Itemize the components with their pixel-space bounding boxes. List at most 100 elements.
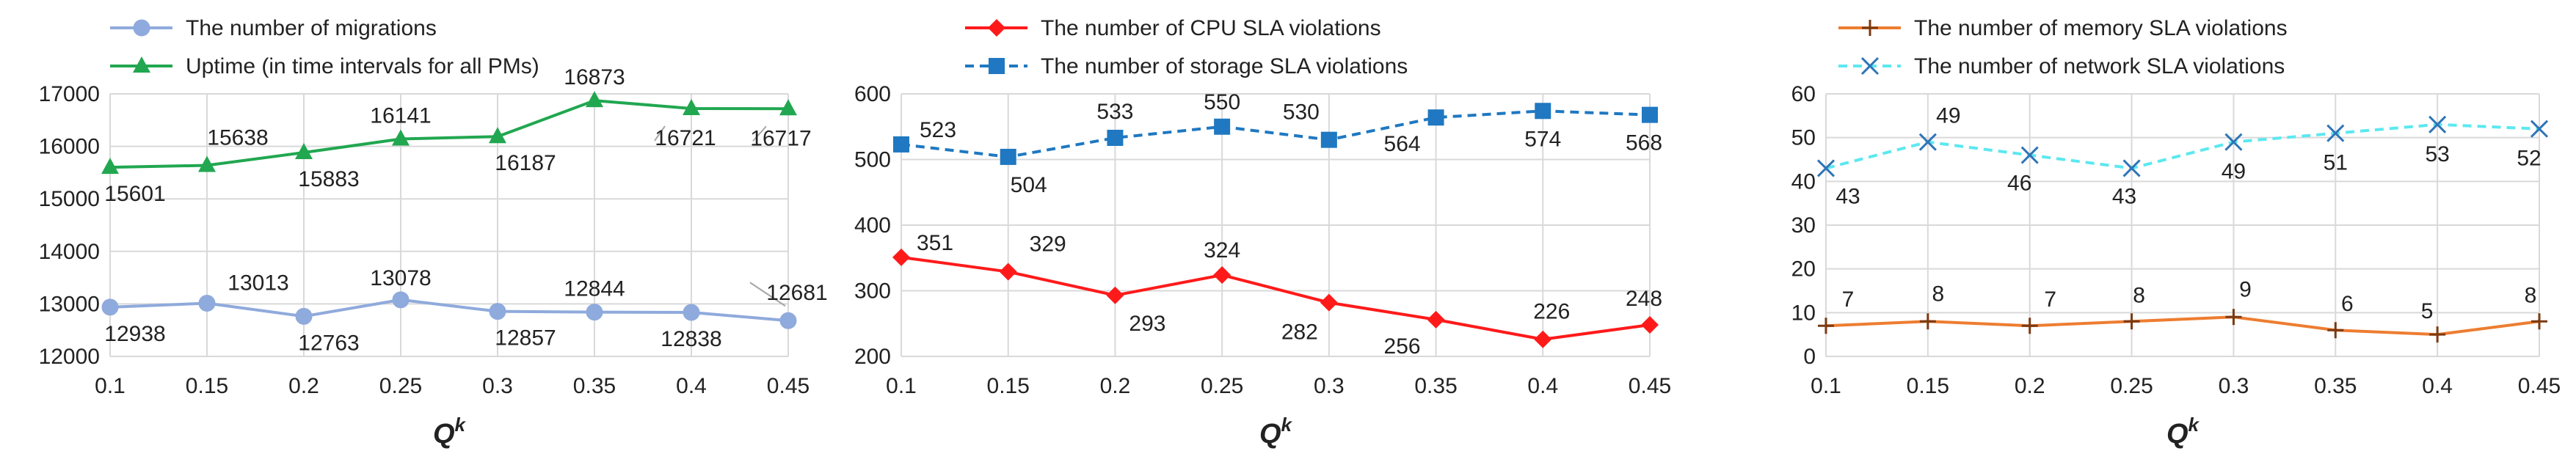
chart-3-series-1-label-2: 8 — [1932, 282, 1945, 306]
chart-1-legend-1-marker — [133, 19, 150, 37]
chart-3-ytick-2: 10 — [1791, 301, 1816, 325]
chart-3-series-1-label-5: 9 — [2239, 277, 2252, 301]
chart-1-series-2-point-1 — [101, 158, 119, 175]
chart-1-legend-2: Uptime (in time intervals for all PMs) — [110, 54, 539, 78]
chart-2-ytick-2: 300 — [854, 279, 891, 304]
chart-2-series-1-point-3 — [1106, 286, 1124, 304]
chart-2-series-1-point-4 — [1213, 266, 1231, 285]
chart-3-series-2-point-3 — [2020, 146, 2039, 164]
chart-2-legend-1: The number of CPU SLA violations — [965, 16, 1381, 40]
chart-3-ytick-7: 60 — [1791, 82, 1816, 106]
chart-1-series-2: 15601 15638 15883 16141 16187 16873 16721 16717 — [101, 65, 812, 206]
chart-2-series-1-point-6 — [1427, 310, 1445, 329]
chart-1-series-1-label-3: 12763 — [298, 331, 359, 355]
chart-3-series-2-point-8 — [2530, 120, 2549, 138]
chart-3-series-2-label-2: 49 — [1936, 104, 1960, 128]
chart-1-series-1-label-7: 12838 — [661, 327, 721, 351]
chart-1-series-2-point-2 — [198, 155, 216, 172]
chart-1-ytick-1: 12000 — [39, 345, 100, 369]
chart-3-legend-2-marker — [1860, 56, 1880, 76]
chart-2-series-2-point-8 — [1642, 106, 1658, 123]
chart-1-series-2-point-4 — [392, 129, 410, 146]
chart-3-xtick-7: 0.4 — [2422, 374, 2453, 398]
chart-3-series-2: 43 49 46 43 49 51 53 52 — [1816, 104, 2549, 208]
chart-2-series-2-point-3 — [1107, 129, 1124, 146]
chart-3-series-2-point-1 — [1816, 159, 1835, 177]
chart-3-xtick-1: 0.1 — [1811, 374, 1841, 398]
chart-2-series-1-label-6: 256 — [1384, 334, 1421, 359]
chart-2-series-2-point-5 — [1320, 131, 1337, 148]
chart-1-xtick-3: 0.2 — [288, 374, 319, 398]
chart-1-series-2-leader-8 — [752, 125, 767, 142]
chart-3-series-1-label-7: 5 — [2421, 299, 2434, 323]
chart-3-series-1-label-6: 6 — [2341, 292, 2354, 316]
chart-2-series-1-point-2 — [999, 263, 1017, 281]
chart-3-ytick-5: 40 — [1791, 169, 1816, 194]
chart-3-series-2-label-7: 53 — [2425, 142, 2449, 166]
chart-2-xtick-3: 0.2 — [1100, 374, 1131, 398]
chart-3-series-2-point-5 — [2224, 133, 2243, 151]
chart-1-ytick-3: 14000 — [39, 240, 100, 264]
chart-3-series-1-point-4 — [2123, 313, 2140, 330]
chart-1-series-2-label-2: 15638 — [207, 126, 268, 150]
chart-1-series-1-point-8 — [779, 312, 797, 329]
chart-2-series-1-label-1: 351 — [917, 231, 953, 255]
chart-1-xtick-4: 0.25 — [379, 374, 422, 398]
chart-2-series-1-label-3: 293 — [1129, 312, 1165, 336]
chart-1-series-2-point-5 — [489, 127, 506, 144]
chart-2-series-2-label-4: 550 — [1204, 90, 1240, 114]
chart-2-legend-2-marker — [989, 58, 1005, 74]
chart-2-series-1-line — [900, 255, 1651, 341]
chart-1-ytick-4: 15000 — [39, 187, 100, 211]
chart-1-xlabel: Qk — [433, 414, 467, 450]
chart-3-series-1-point-3 — [2021, 318, 2038, 334]
chart-3-series-1-point-5 — [2225, 309, 2242, 326]
chart-2-series-2-point-6 — [1427, 109, 1444, 126]
chart-2-series-1-point-1 — [892, 248, 910, 266]
chart-2-xtick-8: 0.45 — [1629, 374, 1671, 398]
chart-3-series-1-point-8 — [2531, 313, 2547, 330]
chart-3-legend-1-label: The number of memory SLA violations — [1914, 16, 2288, 40]
chart-3-series-2-point-6 — [2326, 124, 2345, 142]
chart-3-series-1-label-3: 7 — [2044, 287, 2056, 312]
chart-3-series-1-label-4: 8 — [2133, 283, 2145, 307]
chart-2-series-2: 523 504 533 550 530 564 574 568 — [893, 90, 1662, 197]
chart-2-series-2-label-5: 530 — [1283, 100, 1320, 125]
chart-2-ytick-3: 400 — [854, 213, 891, 238]
chart-3-series-2-label-6: 51 — [2324, 151, 2348, 175]
chart-1-series-1-point-2 — [198, 294, 216, 312]
chart-2-series-2-label-1: 523 — [920, 118, 956, 142]
chart-3-series-1-point-1 — [1818, 318, 1834, 334]
chart-2-xtick-7: 0.4 — [1527, 374, 1558, 398]
chart-1-series-1-label-8: 12681 — [766, 281, 827, 305]
chart-2-xtick-2: 0.15 — [987, 374, 1030, 398]
chart-2-legend-2-label: The number of storage SLA violations — [1041, 54, 1408, 78]
chart-2-series-2-point-7 — [1535, 103, 1551, 120]
chart-3-xtick-2: 0.15 — [1907, 374, 1949, 398]
chart-2-series-2-line — [900, 109, 1651, 158]
chart-1-legend-2-marker — [133, 56, 150, 73]
chart-2-series-1-point-5 — [1320, 293, 1338, 312]
chart-3-series-1-label-8: 8 — [2525, 283, 2537, 307]
chart-2-series-1-label-4: 324 — [1204, 238, 1240, 263]
chart-1-series-2-label-4: 16141 — [370, 104, 431, 128]
chart-1-series-1-point-5 — [489, 303, 506, 320]
chart-3-series-2-point-7 — [2428, 115, 2447, 133]
chart-1-series-1-point-4 — [392, 291, 410, 309]
chart-2-series-1-label-5: 282 — [1281, 320, 1318, 345]
chart-3-series-2-label-8: 52 — [2517, 147, 2541, 171]
chart-3-legend-1-marker — [1862, 20, 1878, 36]
chart-2-series-1-label-2: 329 — [1030, 232, 1066, 257]
chart-3-ytick-6: 50 — [1791, 126, 1816, 150]
chart-2-series-2-label-7: 574 — [1524, 127, 1561, 151]
chart-1-series-2-label-7: 16721 — [655, 126, 716, 150]
chart-1-legend-1-label: The number of migrations — [186, 16, 437, 40]
chart-2-ytick-1: 200 — [854, 345, 891, 369]
chart-1: 12000 13000 14000 15000 16000 17000 0.1 0.15 0.2… — [39, 16, 828, 450]
chart-2-series-2-point-4 — [1214, 118, 1231, 135]
chart-1-xtick-5: 0.3 — [482, 374, 513, 398]
chart-1-series-1-label-4: 13078 — [370, 266, 431, 290]
chart-2-series-2-point-2 — [1000, 148, 1016, 165]
chart-1-series-2-label-5: 16187 — [495, 151, 556, 175]
